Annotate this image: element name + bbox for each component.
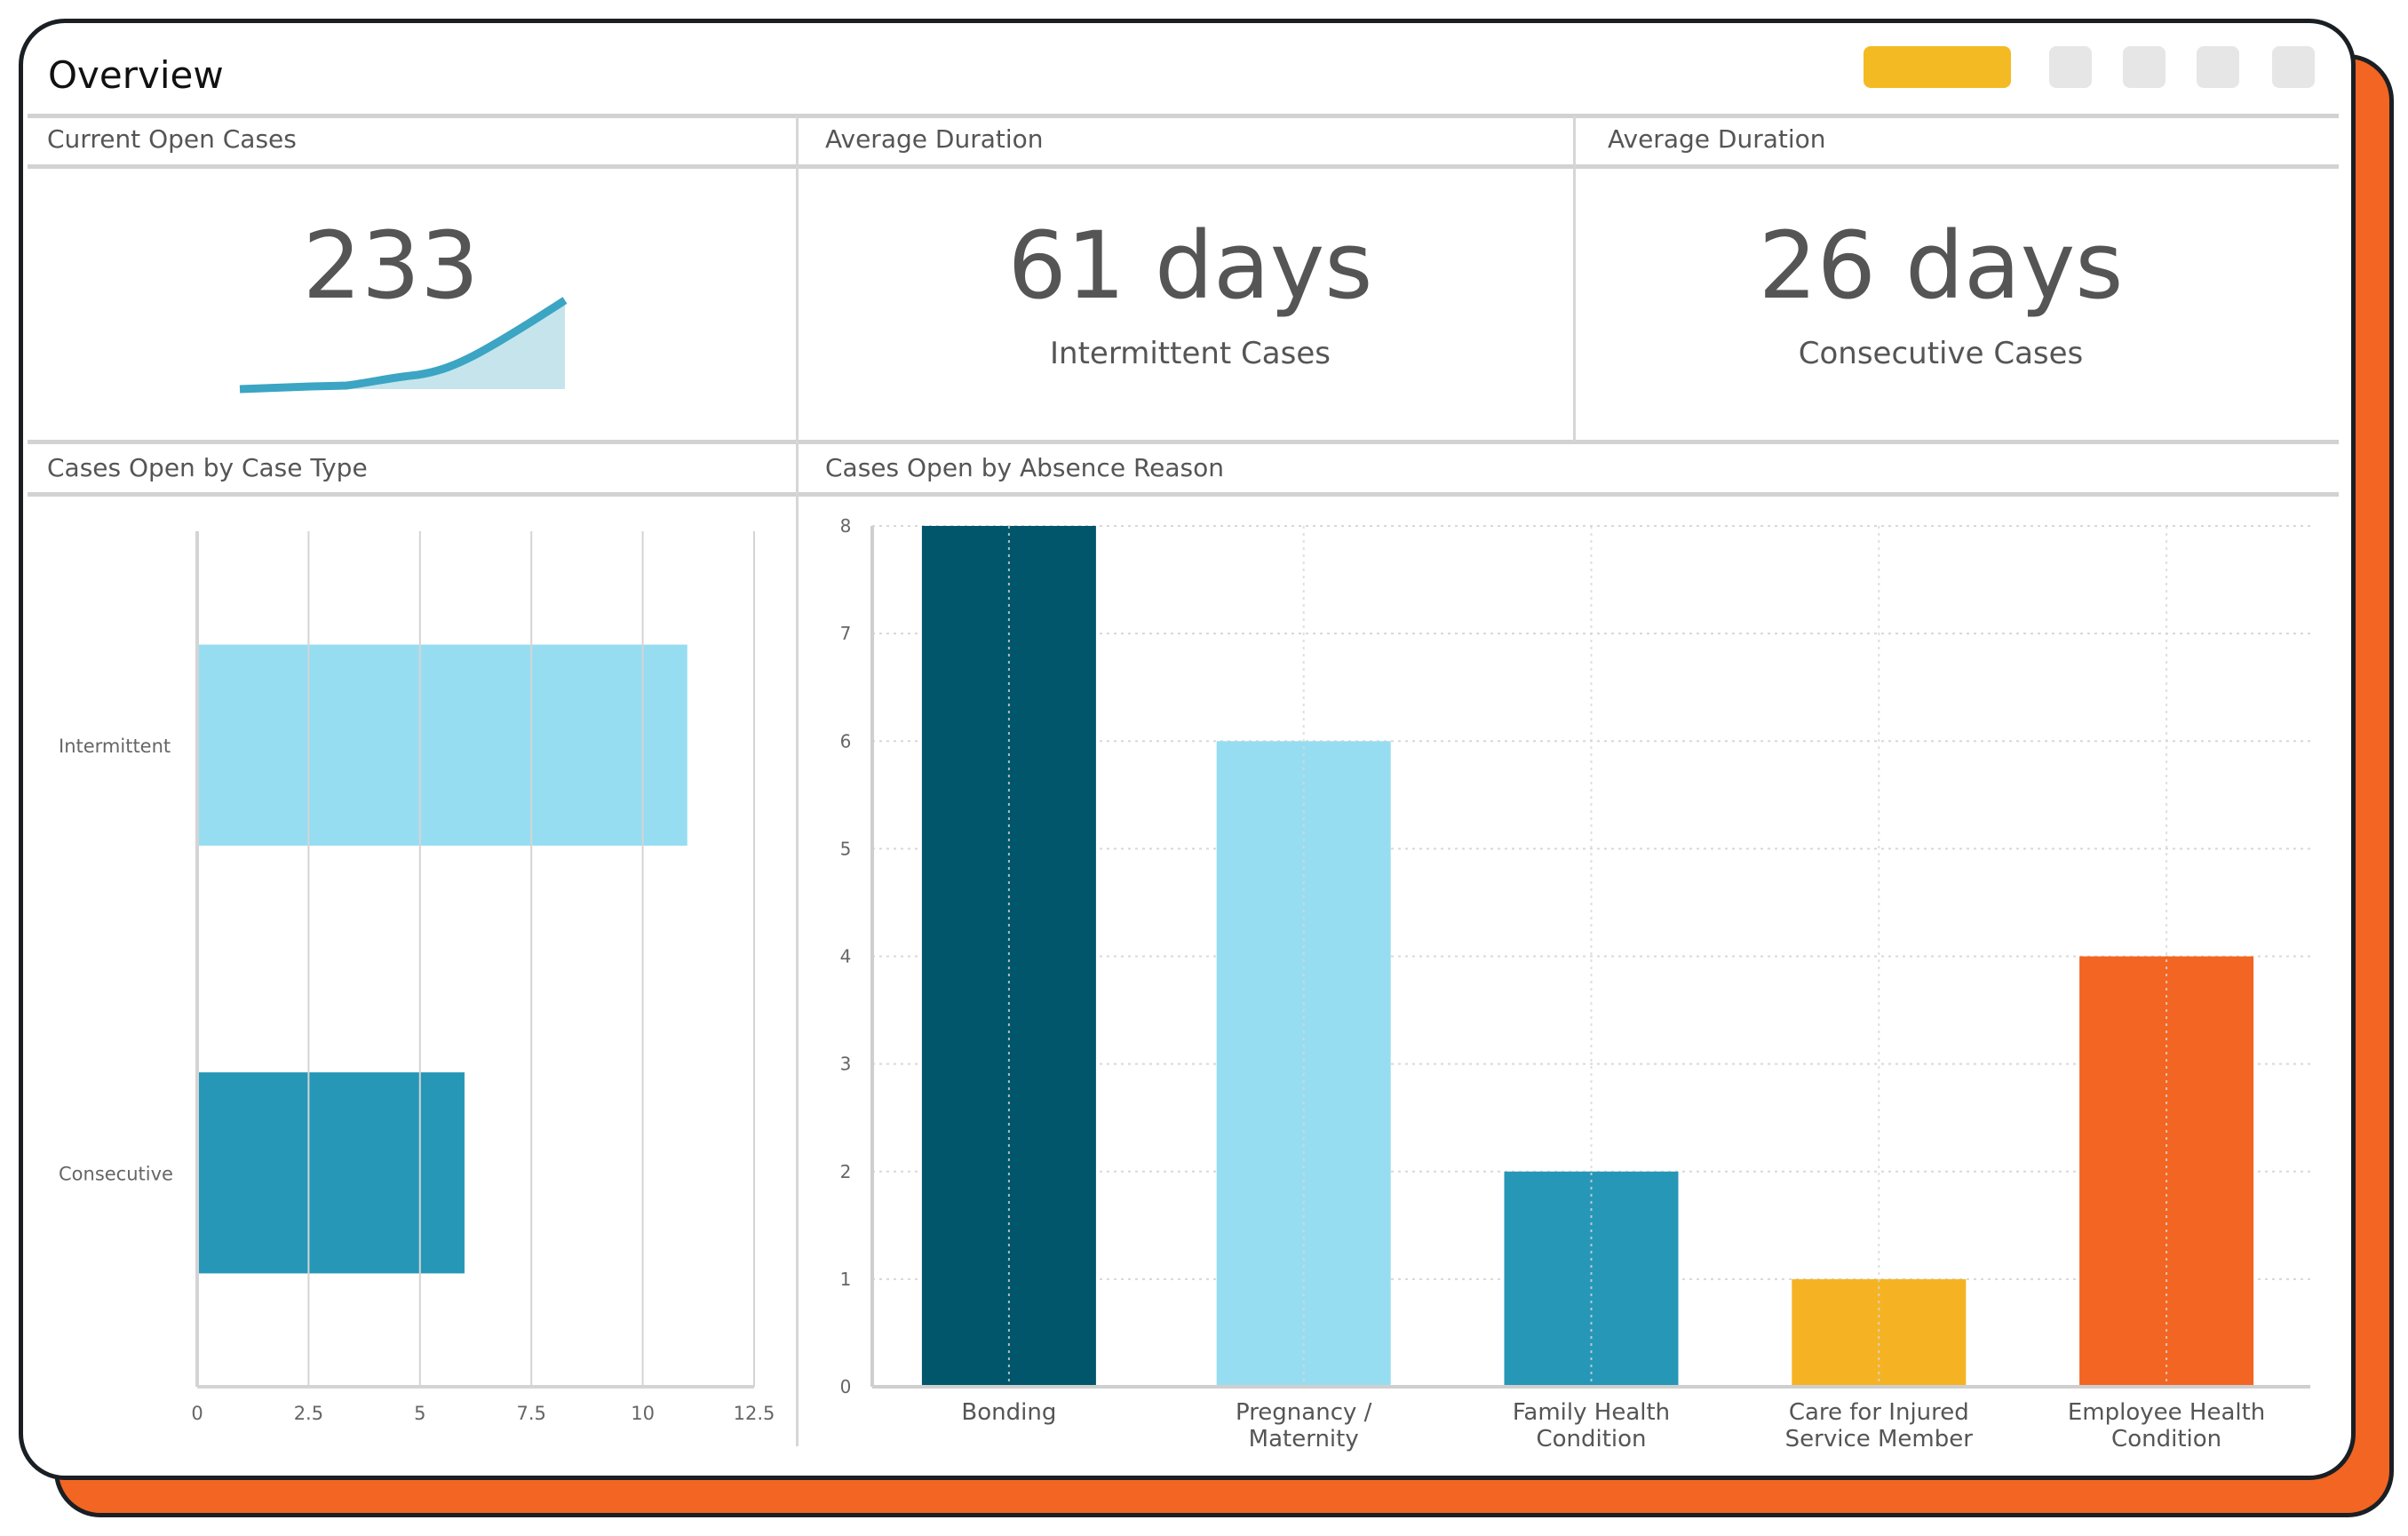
y-tick-label: 7 [840,623,852,644]
divider [1573,115,1576,442]
y-tick-label: 0 [840,1376,852,1397]
toolbar-button-3[interactable] [2197,46,2239,88]
case-type-title: Cases Open by Case Type [47,453,368,482]
divider [28,164,2339,169]
page-title: Overview [48,53,224,97]
y-tick-label: 6 [840,730,852,752]
x-tick-label: 5 [414,1403,425,1424]
category-label: Employee Health [2068,1399,2265,1426]
category-label: Consecutive [59,1163,173,1184]
consecutive-duration-value: 26 days [1758,211,2124,320]
toolbar-button-4[interactable] [2272,46,2315,88]
y-tick-label: 1 [840,1269,852,1290]
category-label: Intermittent [59,736,171,757]
x-tick-label: 10 [631,1403,655,1424]
y-tick-label: 5 [840,838,852,859]
trend-sparkline-icon [239,297,568,394]
bar-pregnancy-maternity [1216,741,1391,1387]
bar-care-for-injured-service-member [1792,1278,1967,1387]
toolbar-button-1[interactable] [2049,46,2092,88]
category-label: Family Health [1513,1399,1670,1426]
bar-consecutive [197,1072,465,1274]
category-label: Bonding [961,1399,1056,1426]
category-label: Service Member [1785,1426,1974,1452]
absence-reason-title: Cases Open by Absence Reason [825,453,1224,482]
x-tick-label: 0 [191,1403,203,1424]
x-tick-label: 12.5 [734,1403,775,1424]
category-label: Condition [2111,1426,2221,1452]
absence-reason-chart: 0 1 2 3 4 5 6 7 8 Bonding Pregnancy /Maternity Fami… [840,515,2310,1452]
bar-family-health-condition [1504,1171,1679,1387]
y-tick-label: 4 [840,946,852,967]
y-tick-label: 3 [840,1054,852,1075]
divider [28,492,2339,497]
category-label: Pregnancy / [1236,1399,1372,1426]
divider [28,440,2339,444]
x-tick-label: 7.5 [516,1403,545,1424]
divider [28,114,2339,118]
category-label: Maternity [1249,1426,1359,1452]
y-tick-label: 2 [840,1161,852,1182]
toolbar-button-2[interactable] [2123,46,2166,88]
x-tick-label: 2.5 [294,1403,323,1424]
y-tick-label: 8 [840,515,852,537]
open-cases-value: 233 [302,211,480,320]
bar-intermittent [197,644,687,846]
intermittent-duration-value: 61 days [1007,211,1373,320]
case-type-chart: Intermittent Consecutive 0 2.5 5 7.5 10 12.5 [59,531,775,1424]
category-label: Condition [1536,1426,1646,1452]
category-label: Care for Injured [1789,1399,1969,1426]
consecutive-duration-caption: Consecutive Cases [1798,336,2084,371]
card-label-consecutive-duration: Average Duration [1608,124,1826,154]
card-label-open-cases: Current Open Cases [47,124,297,154]
intermittent-duration-caption: Intermittent Cases [1050,336,1331,371]
card-label-intermittent-duration: Average Duration [825,124,1044,154]
divider [796,115,799,1446]
primary-action-button[interactable] [1864,46,2011,88]
